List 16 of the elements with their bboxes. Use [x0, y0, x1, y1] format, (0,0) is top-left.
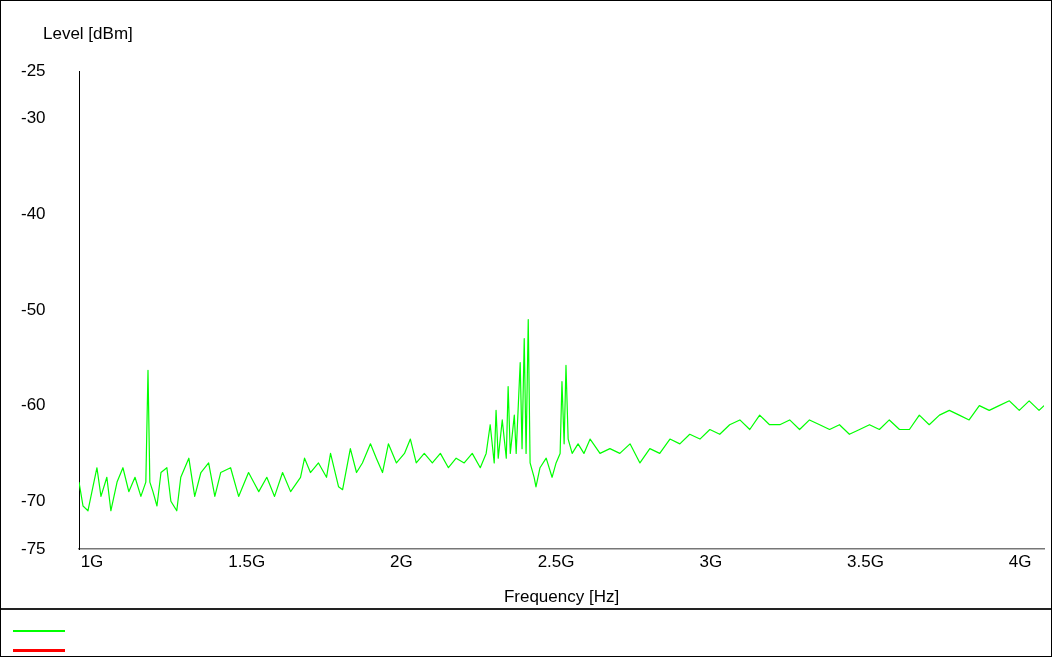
- x-tick-label: 3G: [699, 551, 723, 571]
- y-tick-label: -40: [21, 204, 46, 224]
- y-tick-label: -25: [21, 60, 46, 80]
- x-tick-label: 4G: [1008, 551, 1032, 571]
- y-tick-label: -70: [21, 490, 46, 510]
- y-tick-label: -75: [21, 538, 46, 558]
- x-axis-title: Frequency [Hz]: [503, 587, 620, 607]
- x-tick-label: 1G: [80, 551, 104, 571]
- y-axis-title: Level [dBm]: [43, 23, 133, 43]
- y-tick-label: -30: [21, 108, 46, 128]
- x-tick-label: 2.5G: [537, 551, 575, 571]
- x-tick-label: 3.5G: [847, 551, 884, 571]
- y-tick-label: -50: [21, 299, 46, 319]
- x-tick-label: 2G: [390, 551, 413, 571]
- y-tick-label: -60: [21, 395, 46, 415]
- x-tick-label: 1.5G: [228, 551, 266, 571]
